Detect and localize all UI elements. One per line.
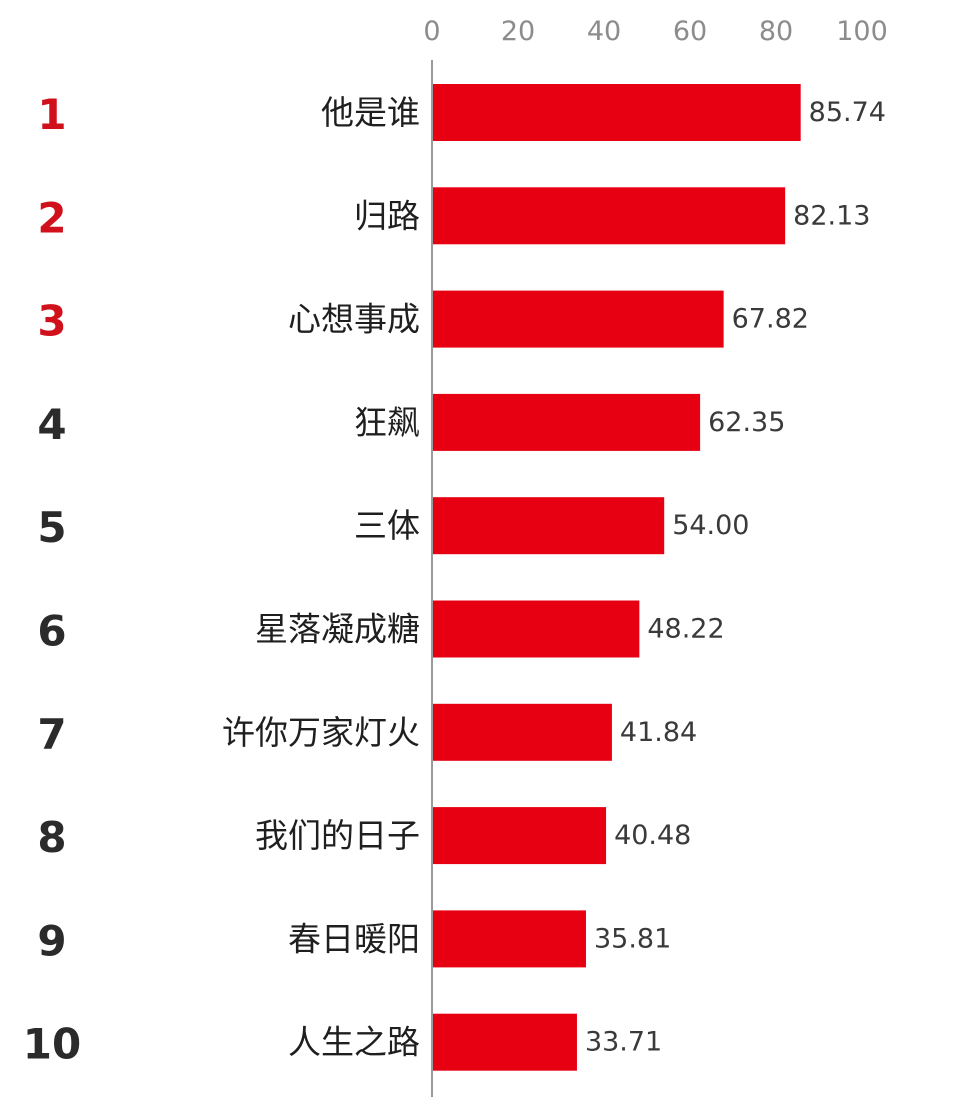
bar-value-label: 33.71 — [585, 1027, 662, 1058]
bar-value-label: 82.13 — [793, 200, 870, 231]
category-label: 人生之路 — [288, 1023, 420, 1062]
x-tick-label: 40 — [587, 16, 621, 47]
rank-number: 6 — [37, 607, 66, 656]
x-tick-label: 80 — [759, 16, 793, 47]
bars — [433, 84, 801, 1071]
rank-number: 5 — [37, 503, 66, 552]
rank-number: 8 — [37, 813, 66, 862]
rank-number: 3 — [37, 297, 66, 346]
x-axis-ticks: 0 20 40 60 80 100 — [423, 16, 887, 47]
category-label: 归路 — [354, 196, 420, 235]
rank-number: 10 — [23, 1020, 81, 1069]
bar-value-label: 54.00 — [672, 510, 749, 541]
rank-number: 1 — [37, 90, 66, 139]
bar — [433, 600, 640, 658]
bar — [433, 910, 586, 968]
category-label: 星落凝成糖 — [255, 610, 420, 649]
bar — [433, 1013, 577, 1071]
x-tick-label: 100 — [836, 16, 888, 47]
x-tick-label: 0 — [423, 16, 440, 47]
x-tick-label: 60 — [673, 16, 707, 47]
bar — [433, 290, 724, 348]
bar-value-label: 35.81 — [594, 923, 671, 954]
category-label: 他是谁 — [321, 93, 420, 132]
bar-value-label: 48.22 — [647, 614, 724, 645]
labels: 85.74 他是谁 1 82.13 归路 2 67.82 心想事成 3 62.35 狂飙 4 54.00… — [23, 90, 886, 1069]
x-tick-label: 20 — [501, 16, 535, 47]
rank-number: 2 — [37, 193, 66, 242]
rank-number: 4 — [37, 400, 66, 449]
rank-number: 9 — [37, 916, 66, 965]
bar-value-label: 85.74 — [809, 97, 886, 128]
category-label: 我们的日子 — [255, 816, 420, 855]
bar — [433, 703, 612, 761]
bar — [433, 187, 786, 245]
bar-value-label: 40.48 — [614, 820, 691, 851]
category-label: 三体 — [354, 506, 420, 545]
bar-value-label: 41.84 — [620, 717, 697, 748]
bar — [433, 393, 701, 451]
category-label: 心想事成 — [288, 300, 420, 339]
bar-value-label: 62.35 — [708, 407, 785, 438]
category-label: 春日暖阳 — [288, 919, 420, 958]
bar — [433, 807, 607, 865]
bar-value-label: 67.82 — [732, 304, 809, 335]
category-label: 狂飙 — [354, 403, 420, 442]
rank-number: 7 — [37, 710, 66, 759]
bar — [433, 84, 801, 141]
bar — [433, 497, 665, 555]
category-label: 许你万家灯火 — [222, 713, 420, 752]
